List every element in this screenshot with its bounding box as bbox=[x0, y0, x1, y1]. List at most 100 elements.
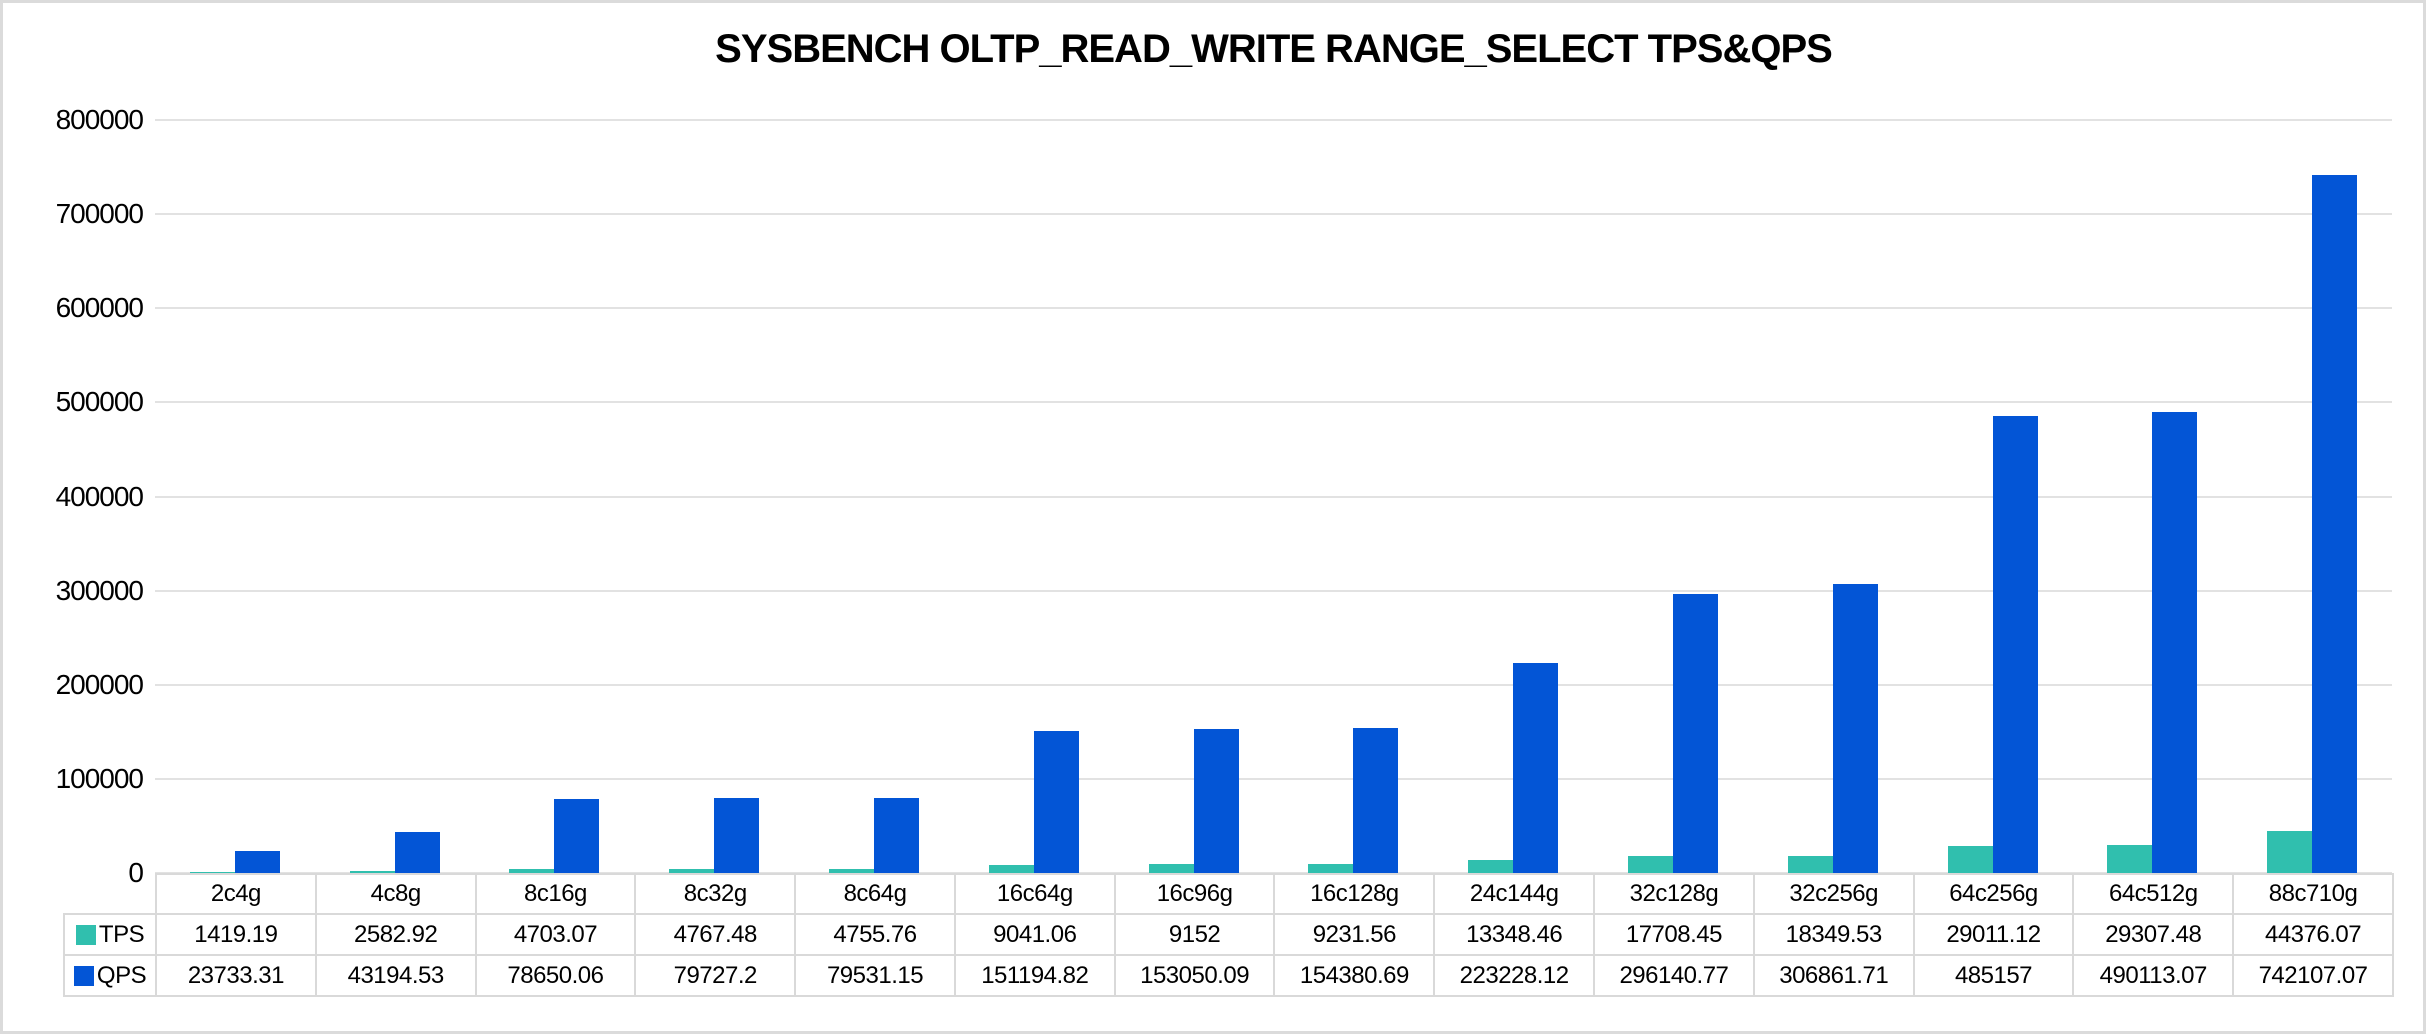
qps-value-cell: 154380.69 bbox=[1273, 954, 1436, 997]
qps-bar-8c32g bbox=[714, 797, 760, 873]
plot-area bbox=[155, 119, 2392, 874]
qps-value-cell: 79727.2 bbox=[634, 954, 797, 997]
qps-value-cell: 78650.06 bbox=[474, 954, 637, 997]
gridline bbox=[155, 495, 2392, 498]
y-axis-tick-label: 100000 bbox=[55, 762, 144, 794]
gridline bbox=[155, 777, 2392, 780]
tps-bar-32c256g bbox=[1787, 855, 1833, 873]
tps-bar-16c128g bbox=[1308, 864, 1354, 873]
y-axis-tick-label: 500000 bbox=[55, 386, 144, 418]
category-header-cell: 88c710g bbox=[2232, 873, 2394, 915]
tps-bar-16c64g bbox=[988, 864, 1034, 873]
qps-bar-8c64g bbox=[874, 798, 920, 873]
qps-value-cell: 296140.77 bbox=[1593, 954, 1755, 997]
tps-value-cell: 18349.53 bbox=[1752, 913, 1915, 956]
tps-value-cell: 29307.48 bbox=[2072, 913, 2235, 956]
qps-value-cell: 23733.31 bbox=[155, 954, 317, 997]
qps-bar-16c128g bbox=[1353, 727, 1399, 873]
qps-value-cell: 153050.09 bbox=[1113, 954, 1276, 997]
gridline bbox=[155, 213, 2392, 216]
y-axis-tick-label: 600000 bbox=[55, 292, 144, 324]
tps-legend-swatch-icon bbox=[75, 924, 96, 945]
tps-value-cell: 4703.07 bbox=[474, 913, 637, 956]
tps-bar-8c32g bbox=[669, 868, 715, 873]
tps-value-cell: 29011.12 bbox=[1912, 913, 2075, 956]
qps-bar-16c64g bbox=[1033, 730, 1079, 873]
qps-bar-16c96g bbox=[1193, 728, 1239, 873]
category-header-cell: 16c128g bbox=[1273, 873, 1436, 915]
tps-value-cell: 44376.07 bbox=[2232, 913, 2394, 956]
qps-bar-64c512g bbox=[2152, 411, 2198, 873]
qps-value-cell: 306861.71 bbox=[1752, 954, 1915, 997]
y-axis-tick-label: 200000 bbox=[55, 668, 144, 700]
gridline bbox=[155, 872, 2392, 874]
category-header-cell: 24c144g bbox=[1433, 873, 1596, 915]
data-table: 2c4g 4c8g 8c16g 8c32g 8c64g 16c64g 16c96g 16c12… bbox=[63, 873, 2394, 997]
category-header-cell: 64c256g bbox=[1912, 873, 2075, 915]
tps-value-cell: 4767.48 bbox=[634, 913, 797, 956]
qps-value-cell: 485157 bbox=[1912, 954, 2075, 997]
gridline bbox=[155, 589, 2392, 592]
series-name-label: TPS bbox=[98, 920, 145, 948]
tps-value-cell: 2582.92 bbox=[314, 913, 477, 956]
qps-value-cell: 223228.12 bbox=[1433, 954, 1596, 997]
gridline bbox=[155, 307, 2392, 310]
tps-bar-4c8g bbox=[349, 870, 395, 873]
tps-value-cell: 9152 bbox=[1113, 913, 1276, 956]
tps-value-cell: 9231.56 bbox=[1273, 913, 1436, 956]
qps-legend-swatch-icon bbox=[73, 965, 94, 986]
gridline bbox=[155, 401, 2392, 404]
category-header-cell: 4c8g bbox=[314, 873, 477, 915]
qps-value-cell: 151194.82 bbox=[953, 954, 1116, 997]
tps-table-row: TPS 1419.19 2582.92 4703.07 4767.48 4755.76 90… bbox=[63, 913, 2394, 956]
y-axis-tick-label: 700000 bbox=[55, 198, 144, 230]
gridline bbox=[155, 683, 2392, 686]
qps-bar-32c128g bbox=[1672, 594, 1718, 873]
legend-cell-tps: TPS bbox=[63, 913, 157, 956]
category-header-cell: 64c512g bbox=[2072, 873, 2235, 915]
legend-cell-qps: QPS bbox=[63, 954, 157, 997]
category-header-cell: 8c64g bbox=[794, 873, 956, 915]
tps-value-cell: 1419.19 bbox=[155, 913, 317, 956]
category-header-cell: 8c16g bbox=[474, 873, 637, 915]
tps-bar-32c128g bbox=[1627, 856, 1673, 873]
tps-bar-8c16g bbox=[509, 868, 555, 873]
tps-value-cell: 13348.46 bbox=[1433, 913, 1596, 956]
chart-title: SYSBENCH OLTP_READ_WRITE RANGE_SELECT TP… bbox=[715, 27, 1833, 71]
category-header-cell: 16c64g bbox=[953, 873, 1116, 915]
qps-value-cell: 79531.15 bbox=[794, 954, 956, 997]
y-axis-tick-label: 0 bbox=[128, 857, 144, 888]
tps-bar-8c64g bbox=[829, 868, 875, 873]
tps-bar-16c96g bbox=[1148, 864, 1194, 873]
series-name-label: QPS bbox=[96, 961, 147, 989]
tps-value-cell: 9041.06 bbox=[953, 913, 1116, 956]
y-axis-tick-label: 300000 bbox=[55, 574, 144, 606]
tps-bar-64c512g bbox=[2107, 845, 2153, 873]
tps-bar-88c710g bbox=[2267, 831, 2313, 873]
gridline bbox=[155, 119, 2392, 121]
category-header-cell: 8c32g bbox=[634, 873, 797, 915]
y-axis-tick-label: 400000 bbox=[55, 480, 144, 512]
qps-table-row: QPS 23733.31 43194.53 78650.06 79727.2 79531.… bbox=[63, 954, 2394, 997]
qps-bar-88c710g bbox=[2312, 174, 2358, 873]
category-header-cell: 32c128g bbox=[1593, 873, 1755, 915]
category-header-cell: 2c4g bbox=[155, 873, 317, 915]
qps-bar-64c256g bbox=[1992, 416, 2038, 873]
tps-value-cell: 4755.76 bbox=[794, 913, 956, 956]
qps-value-cell: 43194.53 bbox=[314, 954, 477, 997]
qps-bar-24c144g bbox=[1513, 662, 1559, 873]
qps-bar-2c4g bbox=[234, 850, 280, 873]
tps-bar-2c4g bbox=[189, 871, 235, 873]
qps-bar-32c256g bbox=[1832, 584, 1878, 873]
qps-bar-4c8g bbox=[394, 832, 440, 873]
tps-bar-64c256g bbox=[1947, 845, 1993, 873]
tps-bar-24c144g bbox=[1468, 860, 1514, 873]
category-header-cell: 32c256g bbox=[1752, 873, 1915, 915]
category-header-cell: 16c96g bbox=[1113, 873, 1276, 915]
qps-value-cell: 490113.07 bbox=[2072, 954, 2235, 997]
table-corner-spacer bbox=[64, 874, 156, 914]
qps-bar-8c16g bbox=[554, 798, 600, 873]
tps-value-cell: 17708.45 bbox=[1593, 913, 1755, 956]
y-axis-tick-label: 800000 bbox=[55, 104, 144, 135]
